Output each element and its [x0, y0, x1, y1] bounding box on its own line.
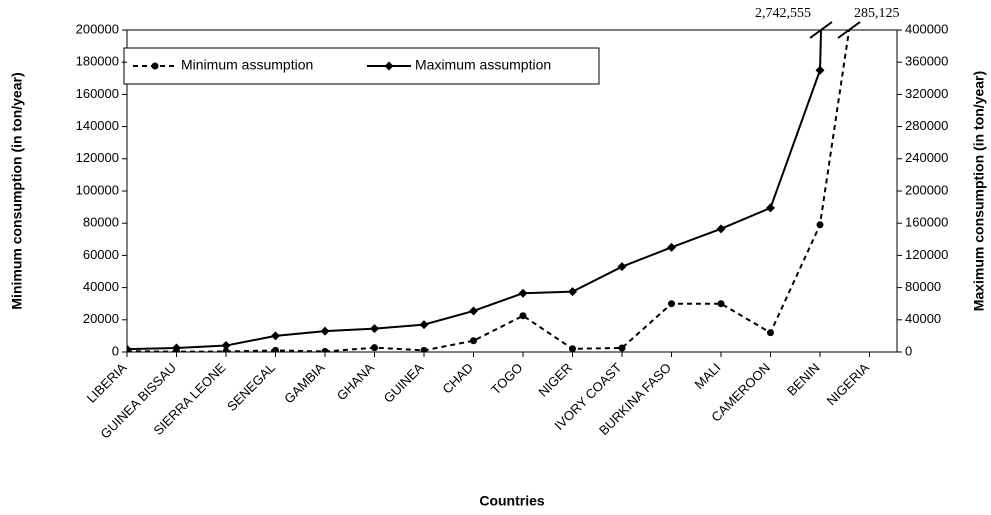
- point: [717, 300, 725, 308]
- y-axis-title: Minimum consumption (in ton/year): [9, 72, 25, 309]
- x-tick-label: TOGO: [488, 360, 526, 398]
- x-tick-label: NIGER: [535, 360, 575, 400]
- y2-tick-label: 320000: [905, 86, 948, 101]
- point: [419, 320, 429, 330]
- point: [518, 288, 528, 298]
- point: [470, 337, 477, 345]
- y2-tick-label: 0: [905, 343, 912, 358]
- point: [127, 344, 132, 352]
- legend-box: [123, 47, 600, 85]
- y2-tick-label: 360000: [905, 54, 948, 69]
- y-tick-label: 100000: [76, 182, 119, 197]
- legend-marker: [384, 61, 394, 71]
- point: [172, 343, 181, 352]
- x-tick-label: SENEGAL: [224, 360, 278, 414]
- point: [371, 344, 378, 352]
- point: [221, 341, 231, 351]
- y2-tick-label: 240000: [905, 150, 948, 165]
- point: [370, 324, 379, 334]
- y-tick-label: 160000: [76, 86, 119, 101]
- point: [668, 300, 675, 308]
- plot-area: [127, 30, 851, 352]
- point: [321, 348, 329, 352]
- point: [767, 329, 774, 337]
- y2-tick-label: 120000: [905, 247, 948, 262]
- x-tick-label: CHAD: [439, 360, 476, 397]
- y2-tick-label: 400000: [905, 21, 948, 36]
- y2-tick-label: 280000: [905, 118, 948, 133]
- y2-tick-label: 200000: [905, 182, 948, 197]
- y-tick-label: 80000: [83, 215, 119, 230]
- point: [766, 203, 775, 213]
- point: [320, 326, 330, 336]
- x-tick-label: GAMBIA: [281, 360, 328, 407]
- legend: Minimum assumption Maximum assumption: [123, 47, 600, 85]
- point: [420, 346, 428, 352]
- point: [667, 242, 676, 252]
- point: [569, 345, 576, 352]
- legend-label: Maximum assumption: [415, 57, 551, 73]
- y2-tick-label: 40000: [905, 311, 941, 326]
- value-label: 285,125: [854, 6, 900, 21]
- y2-axis-title: Maximum consumption (in ton/year): [971, 71, 987, 311]
- x-tick-label: MALI: [691, 360, 723, 392]
- value-label: 2,742,555: [755, 6, 811, 21]
- x-axis-title: Countries: [479, 493, 545, 509]
- point: [716, 224, 726, 234]
- y-tick-label: 60000: [83, 247, 119, 262]
- x-tick-label: GHANA: [334, 360, 378, 404]
- x-tick-label: NIGERIA: [824, 360, 873, 409]
- point: [617, 262, 627, 272]
- x-tick-label: BENIN: [784, 360, 823, 399]
- point: [272, 346, 279, 352]
- point: [816, 221, 824, 229]
- x-tick-label: GUINEA: [381, 360, 427, 406]
- y-tick-label: 200000: [76, 21, 119, 36]
- point: [271, 331, 280, 341]
- point: [815, 65, 825, 75]
- x-tick-label: LIBERIA: [84, 360, 130, 406]
- y-tick-label: 0: [112, 343, 119, 358]
- point: [469, 306, 478, 316]
- point: [618, 344, 626, 352]
- y-tick-label: 40000: [83, 279, 119, 294]
- y-tick-label: 120000: [76, 150, 119, 165]
- y-tick-label: 20000: [83, 311, 119, 326]
- legend-label: Minimum assumption: [181, 57, 313, 73]
- y2-tick-label: 80000: [905, 279, 941, 294]
- legend-marker: [151, 62, 159, 70]
- point: [519, 312, 527, 320]
- y2-tick-label: 160000: [905, 215, 948, 230]
- y-tick-label: 140000: [76, 118, 119, 133]
- point: [568, 287, 577, 297]
- series-line: [127, 30, 823, 351]
- y-tick-label: 180000: [76, 54, 119, 69]
